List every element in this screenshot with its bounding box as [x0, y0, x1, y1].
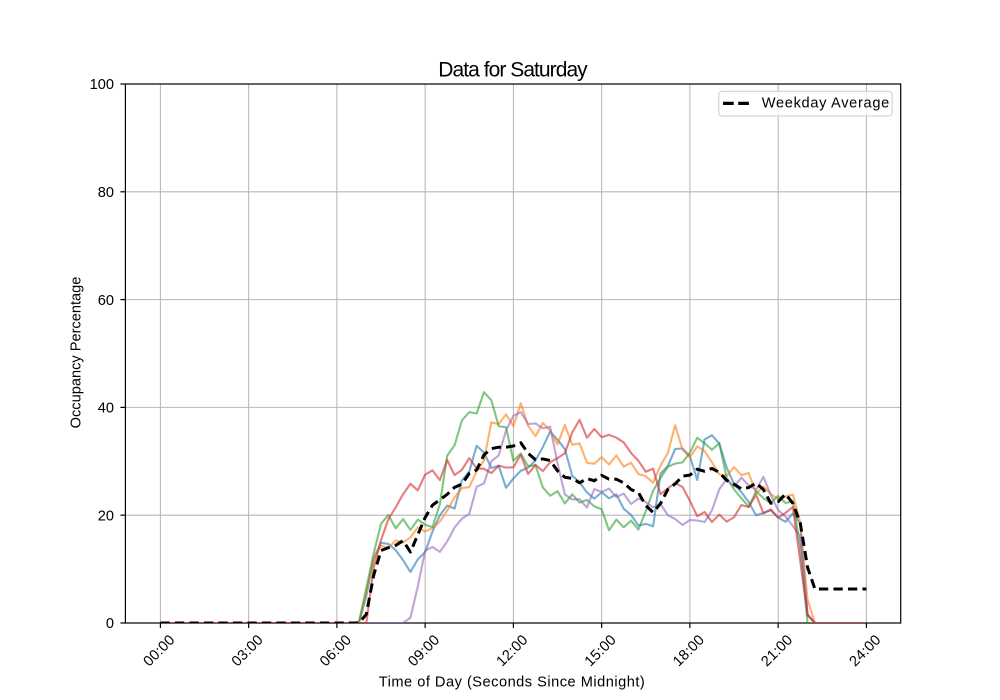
svg-text:100: 100 [90, 77, 114, 93]
svg-text:20: 20 [98, 508, 114, 524]
svg-text:80: 80 [98, 185, 114, 201]
svg-text:Time of Day (Seconds Since Mid: Time of Day (Seconds Since Midnight) [379, 675, 645, 691]
svg-text:Occupancy Percentage: Occupancy Percentage [69, 277, 85, 429]
svg-text:60: 60 [98, 293, 114, 309]
svg-text:40: 40 [98, 401, 114, 417]
svg-text:Weekday Average: Weekday Average [762, 96, 890, 112]
svg-text:0: 0 [106, 616, 114, 632]
svg-text:Data for Saturday: Data for Saturday [438, 58, 588, 81]
